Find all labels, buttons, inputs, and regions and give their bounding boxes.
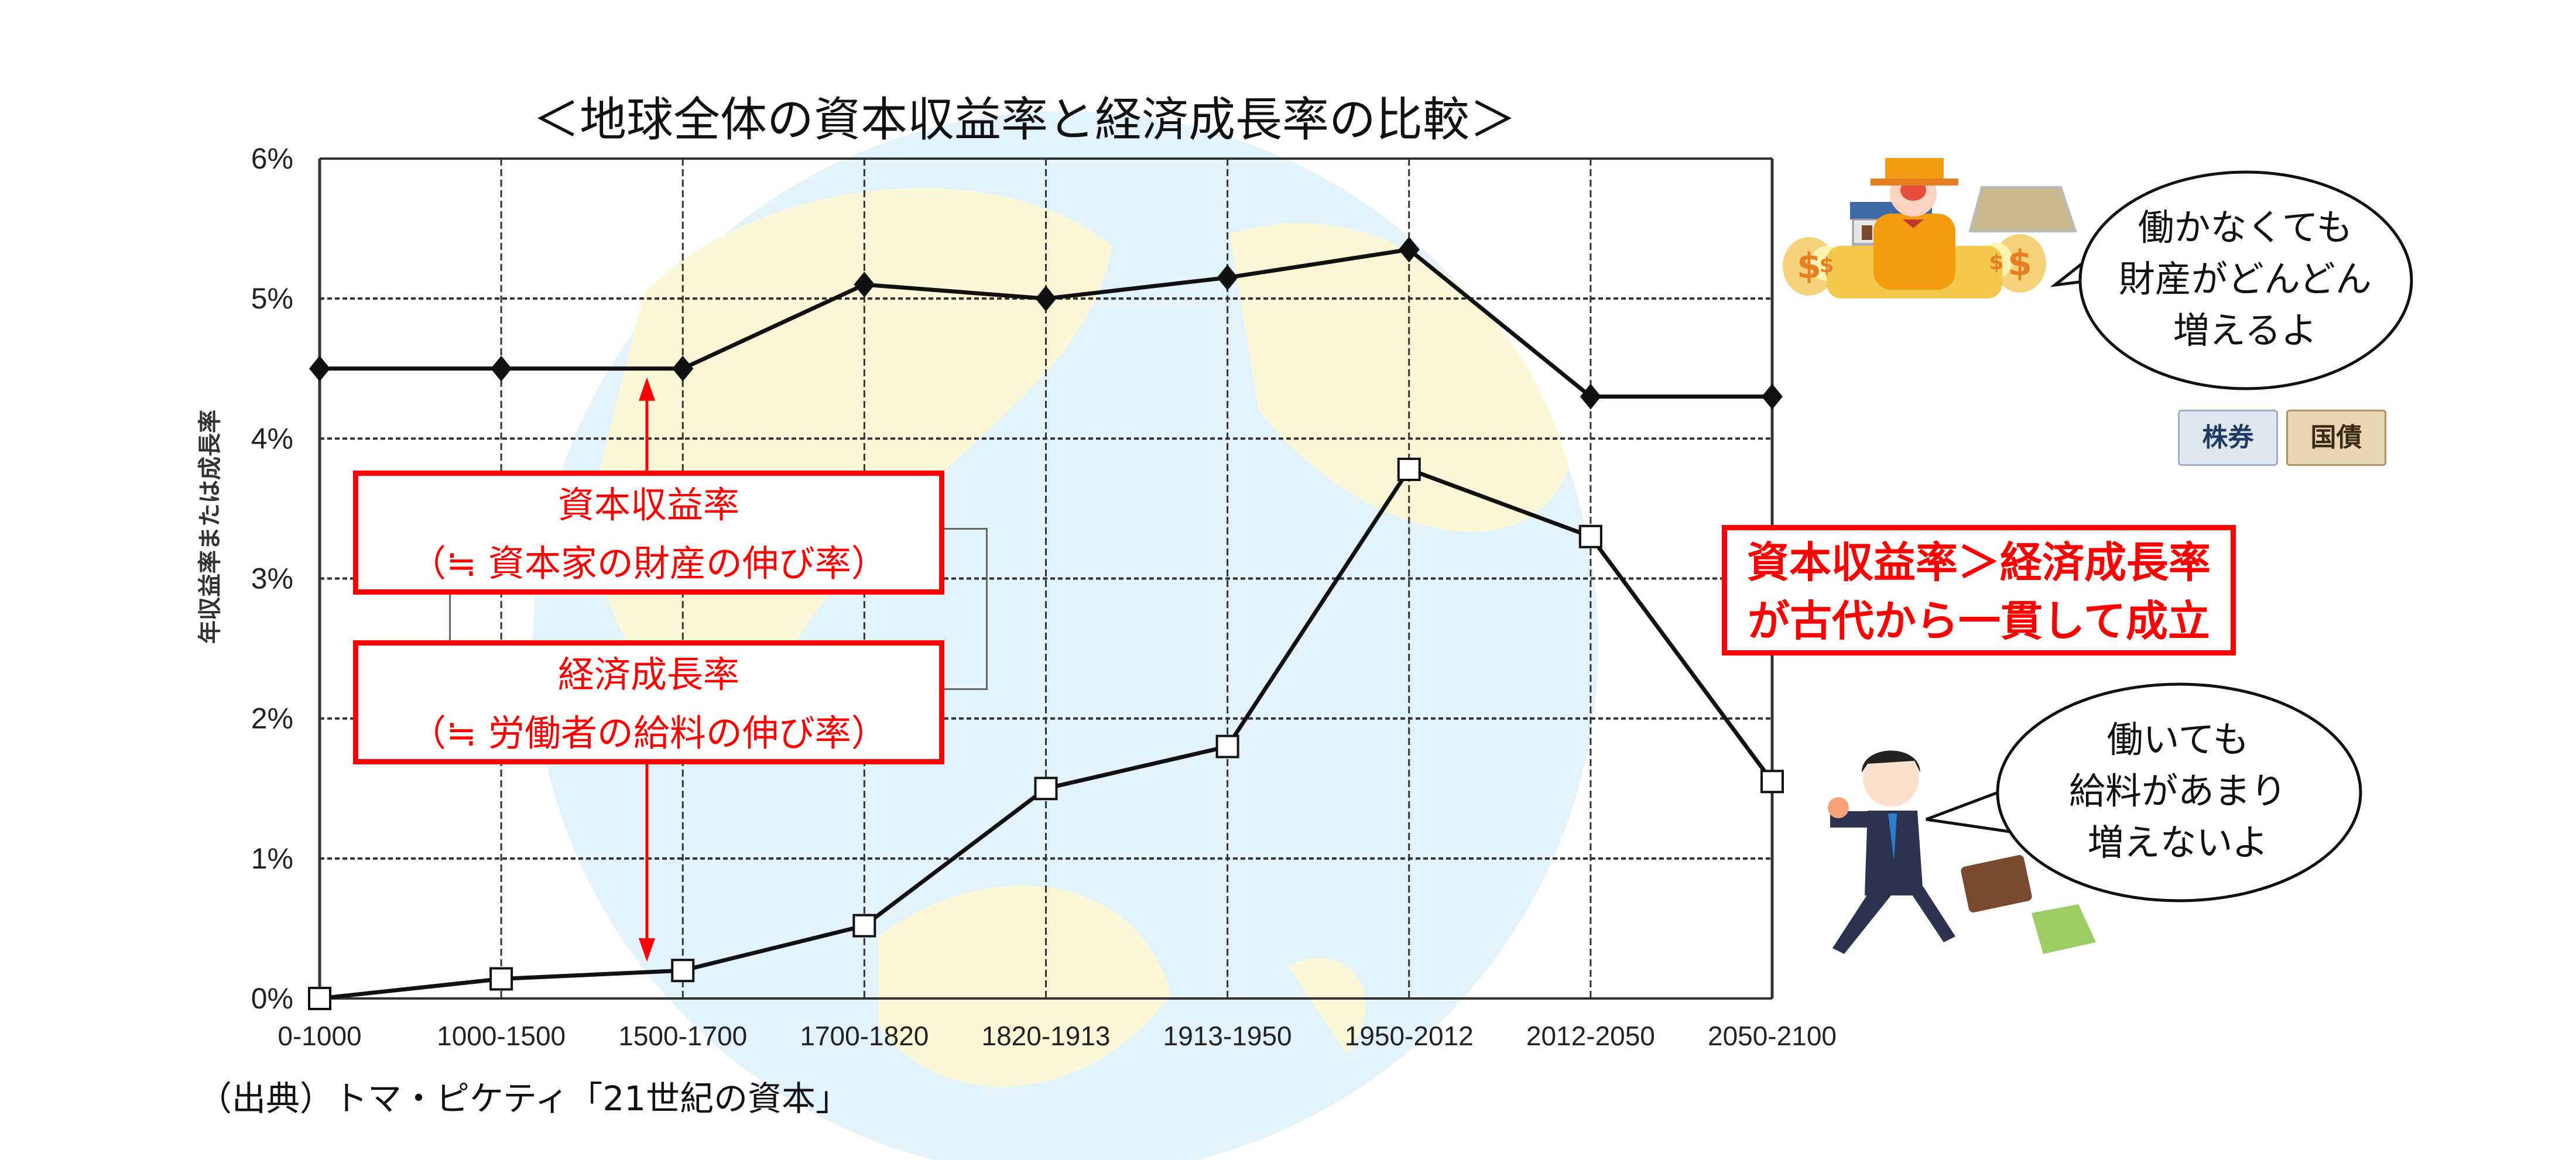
rich-speech-text: 働かなくても 財産がどんどん 増えるよ <box>2108 202 2383 356</box>
rich-speech-bubble <box>2050 170 2413 390</box>
y-tick-label: 1% <box>251 842 293 875</box>
x-tick-label: 1913-1950 <box>1163 1021 1292 1051</box>
svg-text:$: $ <box>1797 246 1821 287</box>
x-tick-label: 1950-2012 <box>1345 1021 1474 1051</box>
worker-illustration <box>1828 750 2096 954</box>
growth-rate-label: 経済成長率 <box>557 653 739 696</box>
source-citation: （出典）トマ・ピケティ「21世紀の資本」 <box>198 1079 850 1118</box>
growth-rate-point <box>1760 770 1784 794</box>
x-tick-label: 1820-1913 <box>982 1021 1111 1051</box>
rich-man-illustration: $ $ $ $ <box>1783 158 2046 298</box>
growth-rate-point <box>1215 735 1239 759</box>
svg-text:$: $ <box>2008 243 2032 284</box>
rich-speech-line: 働かなくても <box>2137 206 2353 249</box>
y-tick-label: 3% <box>251 562 293 595</box>
capital-return-point <box>1035 286 1057 312</box>
growth-rate-point <box>1578 524 1602 548</box>
growth-arrow-head <box>639 938 655 962</box>
conclusion-line-2: が古代から一貫して成立 <box>1748 596 2210 646</box>
capital-return-point <box>1762 383 1783 410</box>
worker-speech-bubble <box>1926 682 2362 902</box>
conclusion-box: 資本収益率＞経済成長率 が古代から一貫して成立 <box>1722 525 2236 655</box>
chart-title: ＜地球全体の資本収益率と経済成長率の比較＞ <box>533 92 1516 147</box>
rich-speech-line: 財産がどんどん <box>2118 258 2372 300</box>
stock-certificate-icon: 株券 <box>2178 410 2278 466</box>
growth-rate-point <box>489 967 513 991</box>
capital-return-point <box>854 272 875 298</box>
growth-rate-point <box>1397 457 1421 481</box>
capital-arrow-head <box>639 377 655 401</box>
capital-return-point <box>309 355 330 382</box>
growth-rate-annotation: 経済成長率 （≒ 労働者の給料の伸び率） <box>353 640 944 764</box>
capital-return-point <box>491 355 512 382</box>
capital-return-label: 資本収益率 <box>557 483 739 526</box>
x-tick-label: 1500-1700 <box>618 1021 747 1051</box>
worker-speech-line: 増えないよ <box>2087 821 2269 864</box>
growth-rate-point <box>1034 777 1058 801</box>
growth-rate-point <box>852 914 876 938</box>
rich-speech-line: 増えるよ <box>2173 309 2318 352</box>
y-tick-label: 6% <box>251 142 293 175</box>
svg-text:$: $ <box>1819 253 1834 277</box>
worker-speech-line: 働いても <box>2106 718 2249 761</box>
x-tick-label: 1700-1820 <box>800 1021 929 1051</box>
capital-return-point <box>1580 383 1601 410</box>
worker-speech-line: 給料があまり <box>2068 770 2287 812</box>
y-tick-label: 0% <box>251 982 293 1015</box>
land-plot-icon <box>1968 186 2077 232</box>
government-bond-icon: 国債 <box>2286 410 2386 466</box>
growth-rate-point <box>308 987 331 1010</box>
conclusion-line-1: 資本収益率＞経済成長率 <box>1746 538 2211 587</box>
y-tick-label: 2% <box>251 702 293 735</box>
worker-speech-text: 働いても 給料があまり 増えないよ <box>2037 714 2318 869</box>
x-tick-label: 2012-2050 <box>1526 1021 1655 1051</box>
x-tick-label: 0-1000 <box>278 1021 361 1051</box>
x-tick-label: 2050-2100 <box>1708 1021 1837 1051</box>
growth-rate-note: （≒ 労働者の給料の伸び率） <box>410 712 888 754</box>
x-tick-label: 1000-1500 <box>437 1021 566 1051</box>
capital-return-point <box>1398 236 1420 263</box>
y-tick-label: 5% <box>251 282 293 315</box>
capital-return-point <box>672 355 694 382</box>
capital-return-point <box>1217 265 1238 291</box>
capital-return-annotation: 資本収益率 （≒ 資本家の財産の伸び率） <box>353 471 944 595</box>
growth-rate-point <box>671 959 695 983</box>
capital-return-note: （≒ 資本家の財産の伸び率） <box>410 542 888 585</box>
y-tick-label: 4% <box>251 422 293 455</box>
svg-text:$: $ <box>1989 250 2003 274</box>
